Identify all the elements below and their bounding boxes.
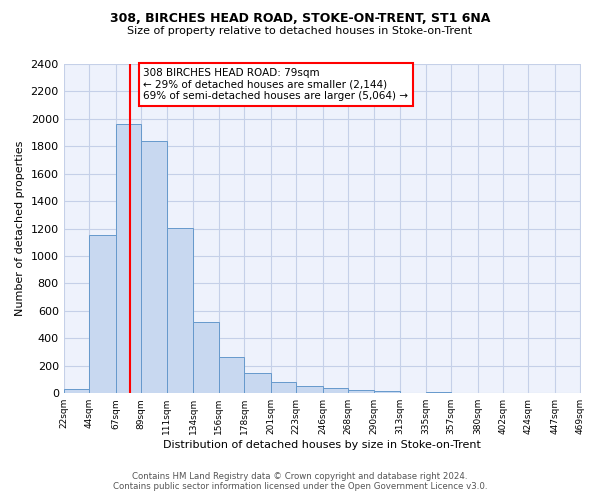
Bar bbox=[296, 386, 323, 393]
Bar bbox=[555, 392, 581, 393]
Text: Contains HM Land Registry data © Crown copyright and database right 2024.
Contai: Contains HM Land Registry data © Crown c… bbox=[113, 472, 487, 491]
Text: 308, BIRCHES HEAD ROAD, STOKE-ON-TRENT, ST1 6NA: 308, BIRCHES HEAD ROAD, STOKE-ON-TRENT, … bbox=[110, 12, 490, 26]
Bar bbox=[323, 388, 348, 393]
Text: 308 BIRCHES HEAD ROAD: 79sqm
← 29% of detached houses are smaller (2,144)
69% of: 308 BIRCHES HEAD ROAD: 79sqm ← 29% of de… bbox=[143, 68, 409, 102]
Text: Size of property relative to detached houses in Stoke-on-Trent: Size of property relative to detached ho… bbox=[127, 26, 473, 36]
X-axis label: Distribution of detached houses by size in Stoke-on-Trent: Distribution of detached houses by size … bbox=[163, 440, 481, 450]
Bar bbox=[141, 141, 167, 393]
Bar bbox=[218, 357, 244, 393]
Bar bbox=[400, 392, 425, 393]
Bar bbox=[271, 382, 296, 393]
Y-axis label: Number of detached properties: Number of detached properties bbox=[15, 141, 25, 316]
Bar bbox=[425, 392, 451, 393]
Bar bbox=[244, 372, 271, 393]
Bar bbox=[64, 389, 89, 393]
Bar bbox=[193, 322, 218, 393]
Bar bbox=[116, 124, 141, 393]
Bar bbox=[374, 391, 400, 393]
Bar bbox=[89, 235, 116, 393]
Bar bbox=[348, 390, 374, 393]
Bar bbox=[167, 228, 193, 393]
